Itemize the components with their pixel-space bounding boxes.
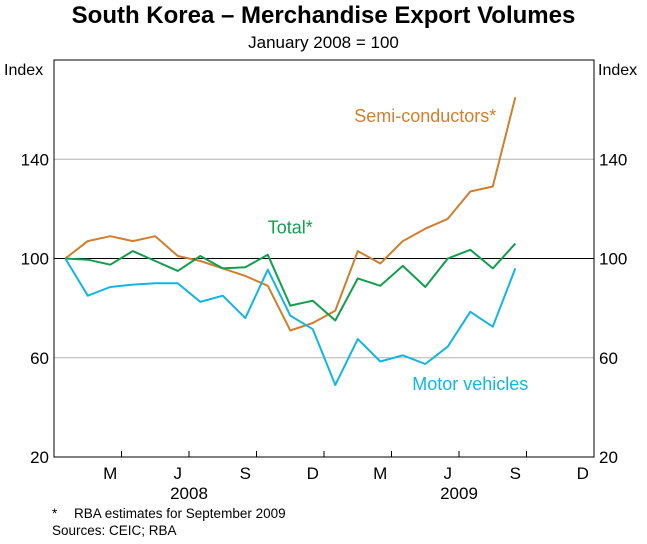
x-tick-label: S	[510, 464, 521, 483]
chart-title: South Korea – Merchandise Export Volumes	[71, 2, 576, 29]
year-label: 2008	[170, 484, 208, 503]
series-line-0	[64, 96, 517, 332]
y-tick-label-right: 100	[599, 250, 627, 269]
chart-notes: * RBA estimates for September 2009 Source…	[52, 505, 286, 539]
x-tick-label: J	[174, 464, 183, 483]
series-line-1	[65, 242, 517, 322]
x-tick-label: D	[577, 464, 589, 483]
y-tick-label-right: 140	[599, 150, 627, 169]
year-label: 2009	[440, 484, 478, 503]
series-label: Semi-conductors*	[354, 106, 496, 126]
footnote-mark: *	[52, 506, 58, 521]
series-label: Total*	[268, 218, 313, 238]
y-tick-label-right: 60	[599, 349, 618, 368]
y-axis-label-right: Index	[598, 62, 637, 79]
y-tick-label-left: 60	[30, 349, 49, 368]
x-tick-label: J	[444, 464, 453, 483]
footnote-text: RBA estimates for September 2009	[74, 506, 286, 521]
sources: Sources: CEIC; RBA	[52, 523, 177, 538]
footnote: * RBA estimates for September 2009	[52, 505, 286, 522]
y-tick-label-left: 20	[30, 448, 49, 467]
x-tick-label: M	[103, 464, 117, 483]
y-tick-label-left: 100	[21, 250, 49, 269]
series-line-2	[64, 257, 517, 386]
chart-subtitle: January 2008 = 100	[248, 33, 399, 52]
x-tick-label: S	[240, 464, 251, 483]
x-tick-label: M	[373, 464, 387, 483]
y-tick-label-right: 20	[599, 448, 618, 467]
x-tick-label: D	[307, 464, 319, 483]
y-tick-label-left: 140	[21, 150, 49, 169]
series-label: Motor vehicles	[412, 374, 528, 394]
y-axis-label-left: Index	[4, 62, 43, 79]
